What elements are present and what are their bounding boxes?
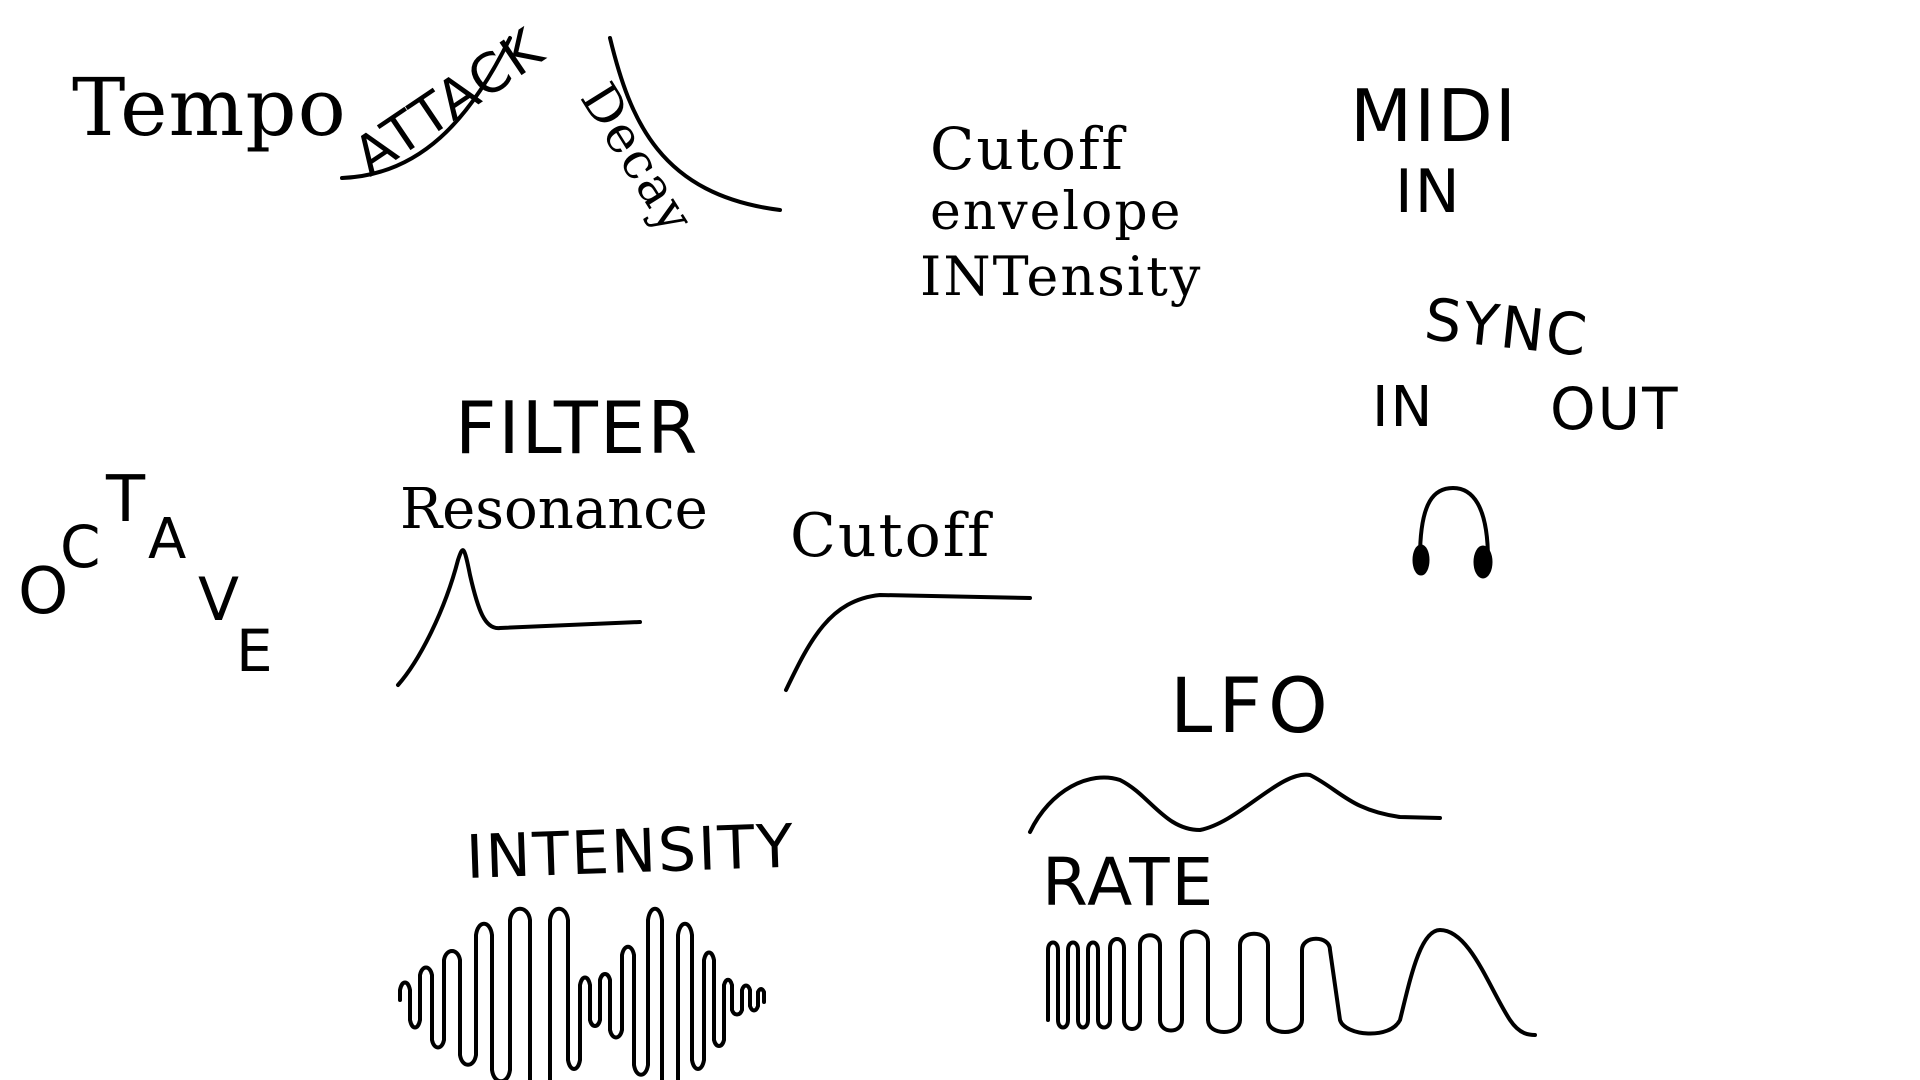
octave-letter-t: T xyxy=(106,463,148,537)
octave-letter-a: A xyxy=(148,507,189,572)
attack-curve xyxy=(340,36,512,180)
midi-in-label: IN xyxy=(1395,157,1462,227)
intensity-wave xyxy=(398,906,766,1080)
decay-curve xyxy=(608,36,782,212)
cutoff-envelope-line1: Cutoff xyxy=(930,115,1125,183)
cutoff-envelope-line2: envelope xyxy=(930,182,1183,242)
tempo-label: Tempo xyxy=(72,61,347,154)
cutoff-curve xyxy=(784,593,1032,692)
rate-label: RATE xyxy=(1042,844,1216,921)
octave-letter-c: C xyxy=(60,513,103,581)
cutoff-envelope-line3: INTensity xyxy=(920,245,1203,308)
midi-label: MIDI xyxy=(1350,74,1519,158)
resonance-curve xyxy=(396,548,642,687)
octave-letter-v: V xyxy=(198,565,242,635)
octave-letter-o: O xyxy=(18,555,71,629)
octave-letter-e: E xyxy=(236,617,275,685)
lfo-label: LFO xyxy=(1170,661,1334,750)
resonance-label: Resonance xyxy=(400,477,708,542)
cutoff-label: Cutoff xyxy=(790,501,992,571)
lfo-wave xyxy=(1028,772,1442,834)
rate-wave xyxy=(1046,928,1537,1037)
sync-out-label: OUT xyxy=(1550,375,1680,443)
filter-label: FILTER xyxy=(455,386,700,470)
sync-in-label: IN xyxy=(1372,375,1435,440)
